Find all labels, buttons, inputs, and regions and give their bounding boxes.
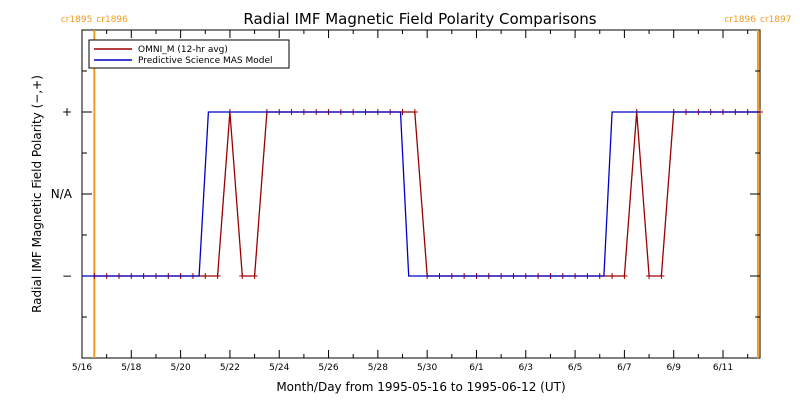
x-axis-ticks: 5/16 5/18 5/20 5/22 5/24 5/26 5/28 5/30 6/1 6/3 6/… [72,30,749,373]
carrington-label-after: cr1897 [760,15,792,25]
x-tick-label: 6/3 [519,363,533,373]
x-tick-label: 5/28 [368,363,388,373]
x-axis-label: Month/Day from 1995-05-16 to 1995-06-12 … [276,380,565,394]
y-tick-label: + [62,105,72,119]
legend-label-omni: OMNI_M (12-hr avg) [138,45,228,55]
x-tick-label: 6/11 [713,363,733,373]
x-tick-label: 5/16 [72,363,92,373]
y-tick-label: − [62,269,72,283]
chart-title: Radial IMF Magnetic Field Polarity Compa… [243,10,596,28]
x-tick-label: 5/26 [318,363,338,373]
x-tick-label: 5/18 [121,363,141,373]
x-tick-label: 6/7 [617,363,631,373]
carrington-label-after: cr1896 [96,15,128,25]
legend: OMNI_M (12-hr avg) Predictive Science MA… [88,39,290,69]
series-layer [82,109,763,279]
x-tick-label: 5/22 [220,363,240,373]
carrington-labels: cr1895 cr1896 cr1896 cr1897 [61,15,792,25]
x-tick-label: 5/24 [269,363,289,373]
series-line-mas [82,111,760,277]
x-tick-label: 6/5 [568,363,582,373]
x-tick-label: 5/20 [171,363,191,373]
y-axis-label: Radial IMF Magnetic Field Polarity (−,+) [30,75,44,313]
x-tick-label: 5/30 [417,363,437,373]
legend-label-mas: Predictive Science MAS Model [138,56,273,66]
carrington-label-before: cr1896 [724,15,756,25]
y-tick-label: N/A [51,187,73,201]
x-tick-label: 6/1 [469,363,483,373]
x-tick-label: 6/9 [666,363,681,373]
carrington-label-before: cr1895 [61,15,93,25]
legend-box [88,39,290,69]
